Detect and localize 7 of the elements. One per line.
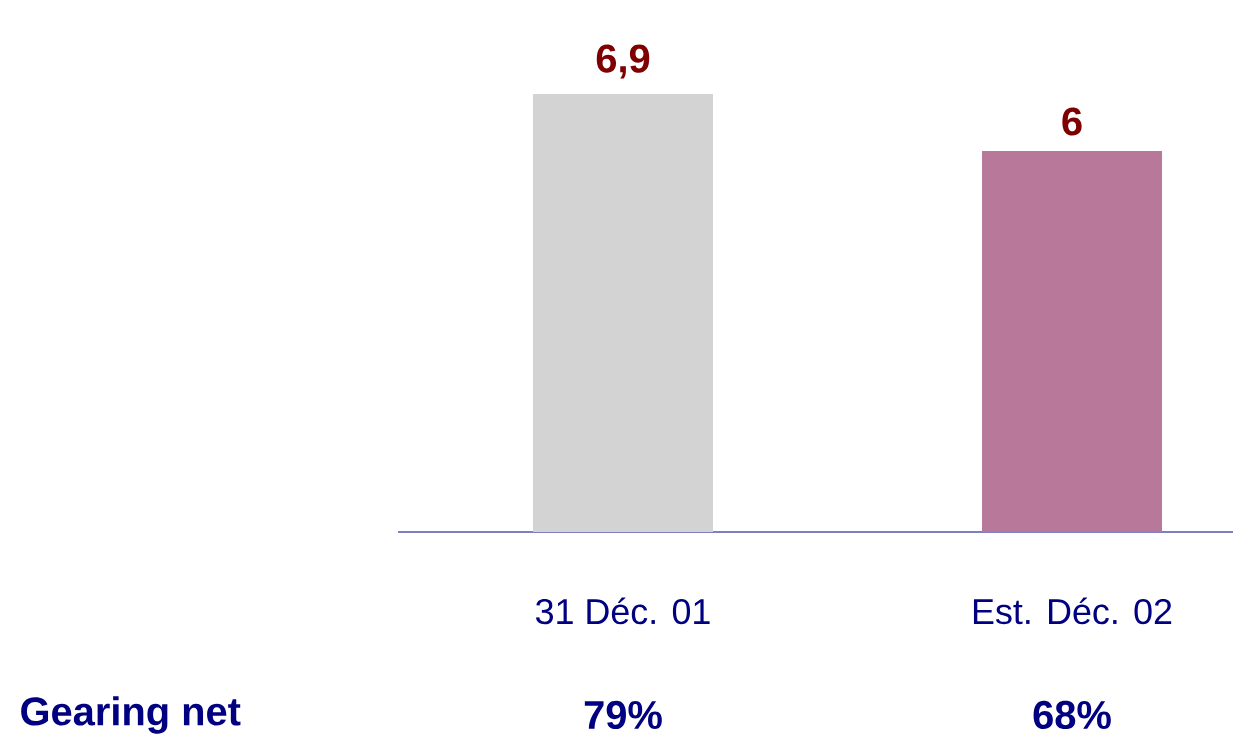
- x-tick-label: Est. Déc. 02: [973, 597, 1172, 625]
- text: 68%: [1033, 700, 1111, 730]
- x-tick-label: 31 Déc. 01: [535, 597, 710, 625]
- text: 79%: [584, 700, 662, 730]
- data-label: 6: [1062, 107, 1082, 136]
- text: Gearing net: [21, 696, 241, 734]
- data-label: 6,9: [596, 44, 650, 79]
